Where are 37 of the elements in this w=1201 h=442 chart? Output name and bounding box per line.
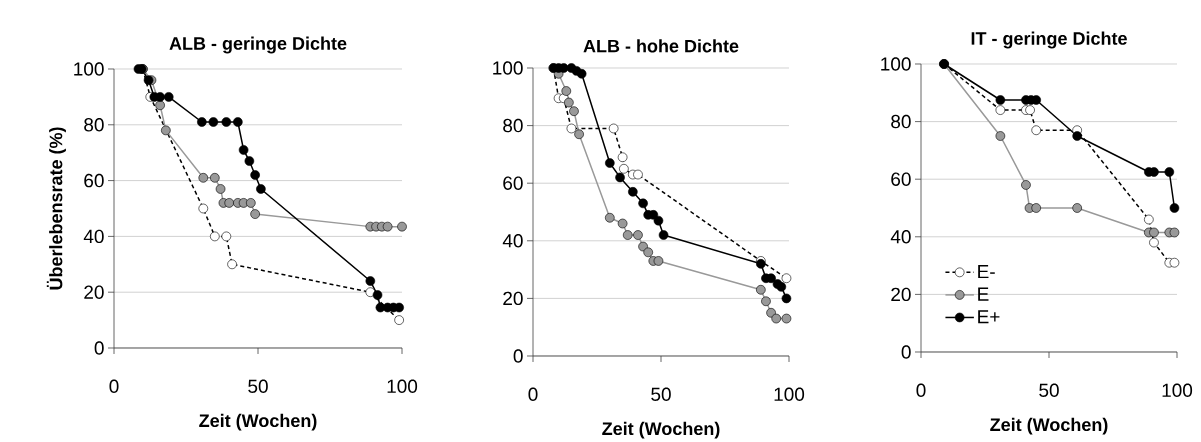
x-tick-label: 50 (248, 379, 268, 393)
y-tick-label: 60 (503, 176, 523, 190)
chart-title: IT - geringe Dichte (971, 31, 1127, 49)
y-tick-label: 60 (84, 173, 104, 188)
y-tick-label: 20 (84, 285, 104, 299)
x-tick-label: 100 (774, 387, 805, 401)
y-axis-title: Überlebensrate (%) (46, 127, 66, 290)
legend-label: E (978, 287, 989, 301)
chart-title: ALB - hohe Dichte (583, 39, 739, 53)
y-tick-label: 100 (74, 62, 104, 76)
x-axis-title: Zeit (Wochen) (199, 413, 317, 431)
y-tick-label: 0 (94, 341, 104, 355)
y-tick-label: 60 (891, 172, 911, 186)
y-tick-label: 20 (891, 287, 911, 302)
x-tick-label: 50 (651, 387, 671, 401)
y-tick-label: 80 (891, 114, 911, 129)
x-axis-title: Zeit (Wochen) (602, 421, 720, 439)
y-tick-label: 40 (83, 229, 104, 244)
y-tick-label: 80 (503, 118, 523, 133)
y-tick-label: 80 (84, 118, 104, 132)
y-tick-label: 40 (502, 234, 523, 248)
y-tick-label: 100 (493, 61, 523, 75)
y-tick-label: 0 (901, 345, 911, 359)
x-tick-label: 100 (387, 379, 418, 393)
y-tick-label: 100 (881, 57, 911, 71)
x-tick-label: 0 (528, 387, 538, 401)
chart-title: ALB - geringe Dichte (169, 36, 347, 54)
legend-label: E- (978, 265, 995, 279)
x-tick-label: 100 (1162, 383, 1193, 397)
y-tick-label: 0 (513, 349, 523, 363)
x-tick-label: 50 (1039, 383, 1059, 397)
x-tick-label: 0 (109, 379, 119, 393)
y-tick-label: 20 (503, 291, 523, 306)
legend-label: E+ (978, 310, 1000, 324)
y-tick-label: 40 (890, 230, 911, 244)
x-tick-label: 0 (916, 383, 926, 397)
x-axis-title: Zeit (Wochen) (990, 417, 1108, 435)
